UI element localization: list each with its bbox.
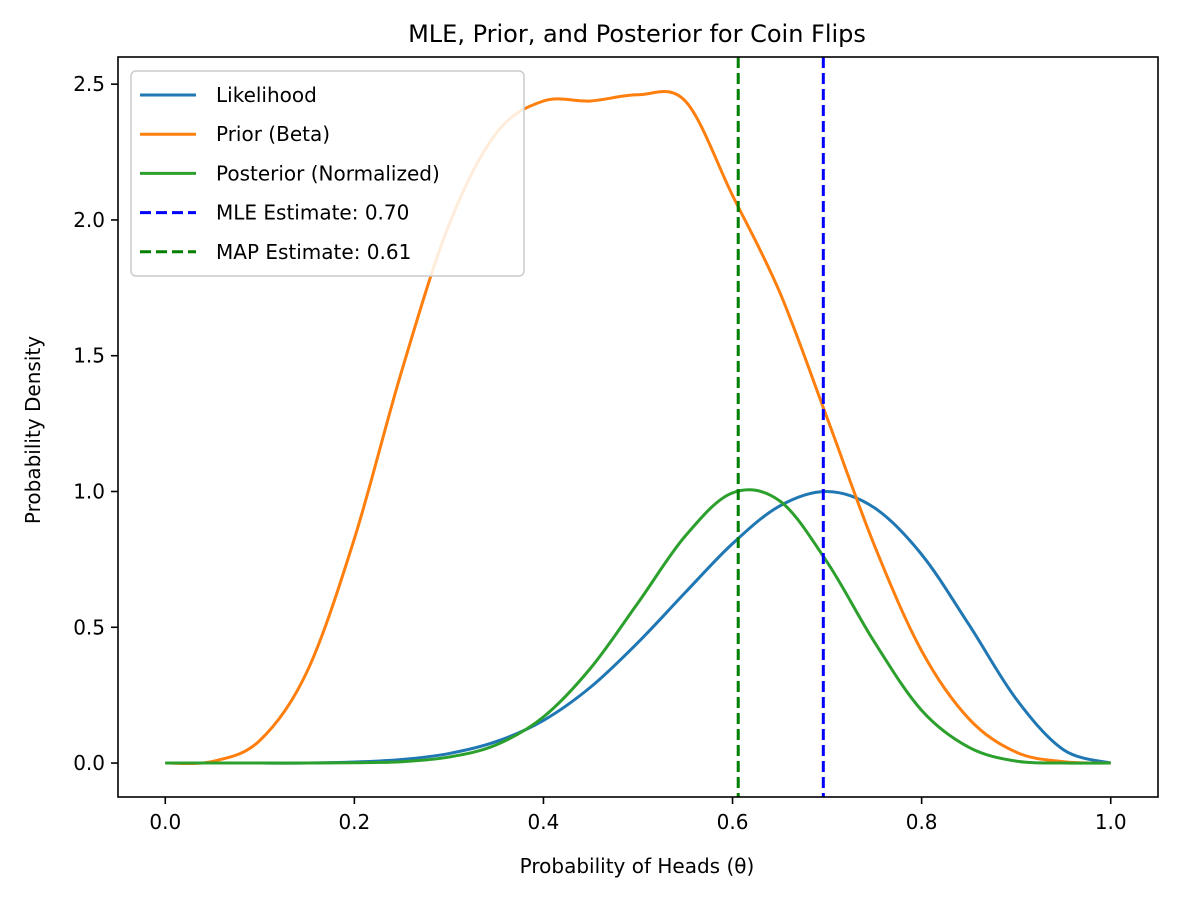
y-axis: 0.0 0.5 1.0 1.5 2.0 2.5 [73, 72, 118, 775]
legend-label: Posterior (Normalized) [216, 161, 440, 185]
chart-title: MLE, Prior, and Posterior for Coin Flips [408, 20, 866, 48]
likelihood-line [165, 489, 1112, 765]
y-tick-label: 1.5 [73, 344, 105, 368]
legend-label: Prior (Beta) [216, 122, 330, 146]
legend-box [130, 70, 525, 277]
x-tick-label: 0.6 [717, 810, 749, 834]
x-tick-label: 0.8 [906, 810, 938, 834]
legend-label: MLE Estimate: 0.70 [216, 201, 409, 225]
legend-label: Likelihood [216, 83, 317, 107]
y-tick-label: 1.0 [73, 479, 105, 503]
legend: Likelihood Prior (Beta) Posterior (Normali… [130, 70, 525, 277]
y-tick-label: 2.0 [73, 208, 105, 232]
x-tick-label: 0.0 [149, 810, 181, 834]
legend-label: MAP Estimate: 0.61 [216, 240, 411, 264]
y-tick-label: 0.0 [73, 751, 105, 775]
x-tick-label: 1.0 [1095, 810, 1127, 834]
x-axis: 0.0 0.2 0.4 0.6 0.8 1.0 [149, 797, 1127, 834]
y-axis-label: Probability Density [21, 336, 45, 524]
prior-line [165, 90, 1111, 766]
plot-frame [117, 56, 1159, 798]
posterior-line [165, 488, 1111, 765]
y-tick-label: 0.5 [73, 615, 105, 639]
x-tick-label: 0.2 [338, 810, 370, 834]
x-axis-label: Probability of Heads (θ) [520, 854, 755, 878]
y-tick-label: 2.5 [73, 72, 105, 96]
plot-area [117, 56, 1159, 798]
x-tick-label: 0.4 [528, 810, 560, 834]
